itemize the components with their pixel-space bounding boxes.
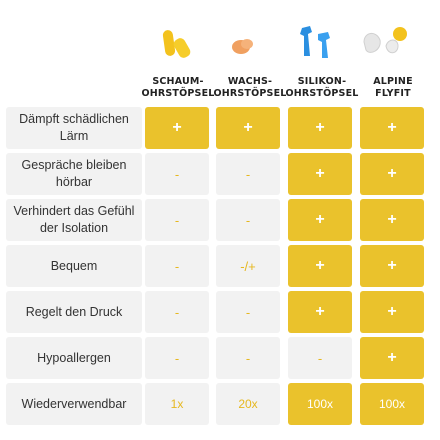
- table-row: Bequem - -/+ + +: [0, 245, 440, 287]
- cell-wax: -: [216, 337, 280, 379]
- cell-alpine-flyfit: +: [360, 337, 424, 379]
- cell-alpine-flyfit: 100x: [360, 383, 424, 425]
- column-header-wax: WACHS- OHRSTÖPSEL: [213, 76, 287, 99]
- table-row: Regelt den Druck - - + +: [0, 291, 440, 333]
- cell-silicone: +: [288, 291, 352, 333]
- orange-wax-earplug-icon: [232, 39, 253, 54]
- cell-alpine-flyfit: +: [360, 199, 424, 241]
- cell-alpine-flyfit: +: [360, 291, 424, 333]
- table-row: Dämpft schädlichen Lärm + + + +: [0, 107, 440, 149]
- cell-foam: -: [145, 199, 209, 241]
- row-label: Gespräche bleiben hörbar: [6, 153, 142, 195]
- cell-wax: 20x: [216, 383, 280, 425]
- cell-wax: +: [216, 107, 280, 149]
- cell-foam: 1x: [145, 383, 209, 425]
- table-row: Gespräche bleiben hörbar - - + +: [0, 153, 440, 195]
- yellow-foam-earplug-icon: [162, 30, 191, 58]
- cell-wax: -: [216, 291, 280, 333]
- cell-silicone: +: [288, 199, 352, 241]
- column-header-alpine-flyfit: ALPINE FLYFIT: [373, 76, 413, 99]
- cell-silicone: +: [288, 245, 352, 287]
- row-label: Hypoallergen: [6, 337, 142, 379]
- cell-alpine-flyfit: +: [360, 153, 424, 195]
- cell-wax: -: [216, 153, 280, 195]
- column-header-foam: SCHAUM- OHRSTÖPSEL: [141, 76, 215, 99]
- row-label: Dämpft schädlichen Lärm: [6, 107, 142, 149]
- cell-foam: -: [145, 153, 209, 195]
- cell-silicone: -: [288, 337, 352, 379]
- cell-foam: -: [145, 291, 209, 333]
- cell-silicone: +: [288, 153, 352, 195]
- cell-foam: -: [145, 337, 209, 379]
- cell-wax: -/+: [216, 245, 280, 287]
- cell-silicone: +: [288, 107, 352, 149]
- table-row: Wiederverwendbar 1x 20x 100x 100x: [0, 383, 440, 425]
- row-label: Verhindert das Gefühl der Isolation: [6, 199, 142, 241]
- table-row: Verhindert das Gefühl der Isolation - - …: [0, 199, 440, 241]
- cell-foam: -: [145, 245, 209, 287]
- cell-wax: -: [216, 199, 280, 241]
- table-row: Hypoallergen - - - +: [0, 337, 440, 379]
- row-label: Bequem: [6, 245, 142, 287]
- cell-foam: +: [145, 107, 209, 149]
- cell-alpine-flyfit: +: [360, 107, 424, 149]
- cell-alpine-flyfit: +: [360, 245, 424, 287]
- cell-silicone: 100x: [288, 383, 352, 425]
- column-header-silicone: SILIKON- OHRSTÖPSEL: [285, 76, 359, 99]
- alpine-flyfit-earplug-icon: [363, 27, 407, 54]
- blue-silicone-earplug-icon: [300, 26, 330, 58]
- row-label: Wiederverwendbar: [6, 383, 142, 425]
- row-label: Regelt den Druck: [6, 291, 142, 333]
